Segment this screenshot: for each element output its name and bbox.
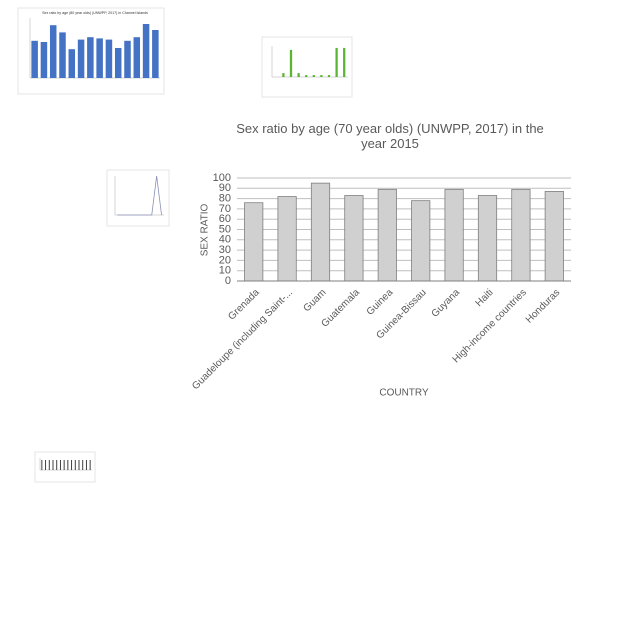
bar bbox=[52, 460, 54, 470]
bar bbox=[511, 188, 531, 282]
bar bbox=[320, 75, 323, 77]
bar bbox=[142, 24, 150, 78]
y-tick-label: 90 bbox=[219, 182, 231, 194]
bar bbox=[310, 182, 331, 282]
bar bbox=[297, 73, 300, 77]
bar bbox=[31, 40, 38, 78]
bar bbox=[124, 40, 131, 78]
bar bbox=[59, 460, 61, 470]
bar bbox=[114, 48, 122, 78]
bar bbox=[377, 188, 397, 282]
bar bbox=[282, 73, 285, 77]
bar bbox=[344, 195, 364, 282]
y-tick-label: 50 bbox=[219, 223, 231, 235]
y-tick-label: 60 bbox=[219, 213, 231, 225]
bar bbox=[45, 460, 47, 470]
thumbnail-frame bbox=[34, 451, 96, 483]
x-tick-label: Guam bbox=[301, 287, 328, 314]
bar bbox=[544, 190, 564, 282]
bar bbox=[444, 188, 464, 282]
y-tick-label: 10 bbox=[219, 265, 231, 277]
y-tick-label: 20 bbox=[219, 254, 231, 266]
y-tick-label: 0 bbox=[225, 275, 231, 287]
bar bbox=[48, 460, 50, 470]
x-axis-label: COUNTRY bbox=[379, 388, 429, 399]
line bbox=[117, 175, 162, 216]
y-tick-label: 100 bbox=[213, 172, 231, 184]
bar bbox=[244, 202, 264, 282]
bar bbox=[343, 47, 346, 77]
bar bbox=[89, 460, 91, 470]
bar bbox=[78, 460, 80, 470]
chart-title: Sex ratio by age (70 year olds) (UNWPP, … bbox=[236, 121, 544, 151]
y-axis-label: SEX RATIO bbox=[200, 203, 211, 256]
bar bbox=[327, 75, 331, 77]
y-tick-label: 70 bbox=[219, 203, 231, 215]
bar bbox=[289, 49, 293, 77]
bar bbox=[67, 460, 69, 470]
bar bbox=[152, 30, 159, 78]
x-tick-label: Haiti bbox=[474, 287, 496, 309]
x-tick-label: Guinea bbox=[365, 287, 396, 318]
bar bbox=[411, 200, 431, 282]
bar bbox=[305, 75, 308, 77]
chart-title-line: year 2015 bbox=[361, 136, 419, 151]
chart-title-line: Sex ratio by age (70 year olds) (UNWPP, … bbox=[236, 121, 544, 136]
bar bbox=[87, 37, 94, 78]
thumbnail-frame bbox=[106, 169, 170, 227]
y-tick-label: 80 bbox=[219, 193, 231, 205]
x-tick-label: Honduras bbox=[524, 287, 562, 325]
thumbnail-frame bbox=[261, 36, 353, 98]
thumbnail-title: Sex ratio by age (80 year olds) (UNWPP, … bbox=[42, 11, 148, 15]
y-tick-label: 40 bbox=[219, 234, 231, 246]
bar bbox=[77, 39, 85, 78]
x-tick-label: Guyana bbox=[430, 287, 463, 320]
bar bbox=[40, 42, 48, 78]
y-tick-label: 30 bbox=[219, 244, 231, 256]
bar bbox=[59, 32, 66, 78]
bar bbox=[71, 460, 73, 470]
bar bbox=[74, 460, 76, 470]
bar bbox=[63, 460, 65, 470]
bar bbox=[477, 195, 498, 282]
bar bbox=[68, 49, 76, 78]
bar bbox=[277, 196, 297, 282]
bar bbox=[105, 39, 113, 78]
bar bbox=[41, 460, 43, 470]
bar bbox=[335, 47, 338, 77]
bar bbox=[133, 37, 141, 78]
bar bbox=[56, 460, 58, 470]
bar bbox=[85, 460, 87, 470]
bar bbox=[49, 25, 57, 78]
bar bbox=[312, 75, 315, 77]
bar bbox=[96, 38, 103, 78]
bar bbox=[82, 460, 84, 470]
